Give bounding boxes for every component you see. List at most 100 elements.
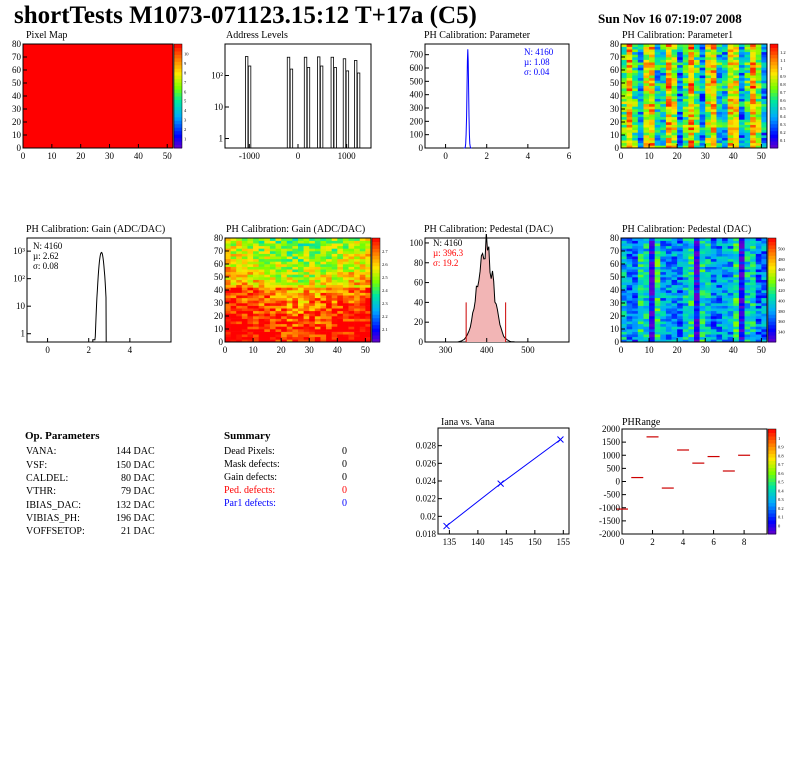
heatmap-cell <box>348 287 355 291</box>
heatmap-cell <box>320 240 327 244</box>
heatmap-cell <box>258 284 265 288</box>
heatmap-cell <box>744 274 751 278</box>
heatmap-cell <box>258 243 265 247</box>
heatmap-cell <box>292 279 299 283</box>
heatmap-cell <box>621 336 627 340</box>
heatmap-cell <box>660 51 667 55</box>
heatmap-cell <box>643 44 650 47</box>
heatmap-cell <box>654 336 661 340</box>
heatmap-cell <box>314 274 321 278</box>
heatmap-cell <box>626 331 633 335</box>
heatmap-cell <box>722 331 728 335</box>
heatmap-cell <box>225 287 231 291</box>
heatmap-cell <box>654 295 661 299</box>
heatmap-cell <box>705 310 712 314</box>
heatmap-cell <box>365 287 372 291</box>
heatmap-cell <box>621 98 627 102</box>
heatmap-cell <box>677 51 684 55</box>
heatmap-cell <box>230 334 237 338</box>
x-tick-label: -1000 <box>239 151 260 161</box>
heatmap-cell <box>660 98 667 102</box>
heatmap-cell <box>314 326 321 330</box>
heatmap-cell <box>637 109 644 112</box>
heatmap-cell <box>660 264 667 267</box>
heatmap-cell <box>665 96 672 99</box>
heatmap-cell <box>705 140 712 144</box>
heatmap-cell <box>738 140 745 144</box>
heatmap-cell <box>733 124 740 128</box>
heatmap-cell <box>727 245 734 249</box>
heatmap-cell <box>292 326 299 330</box>
heatmap-cell <box>281 251 288 254</box>
heatmap-cell <box>727 77 734 81</box>
heatmap-cell <box>738 64 745 68</box>
heatmap-cell <box>682 331 689 335</box>
stats-line: σ: 19.2 <box>433 258 458 268</box>
heatmap-cell <box>303 305 310 309</box>
heatmap-cell <box>694 266 700 270</box>
heatmap-cell <box>738 256 745 260</box>
color-scale-label: 1 <box>778 436 780 441</box>
heatmap-cell <box>761 90 768 94</box>
heatmap-cell <box>359 248 366 252</box>
heatmap-cell <box>761 290 768 293</box>
heatmap-cell <box>225 274 231 278</box>
heatmap-cell <box>738 305 745 309</box>
heatmap-cell <box>738 103 745 107</box>
heatmap-cell <box>688 116 695 120</box>
heatmap-cell <box>722 292 728 296</box>
heatmap-cell <box>682 245 689 249</box>
heatmap-cell <box>738 80 745 84</box>
heatmap-cell <box>716 248 723 252</box>
heatmap-cell <box>688 140 695 144</box>
heatmap-cell <box>750 96 757 99</box>
heatmap-cell <box>738 292 745 296</box>
heatmap-cell <box>331 245 338 249</box>
heatmap-cell <box>682 145 689 149</box>
heatmap-cell <box>733 271 740 275</box>
heatmap-cell <box>337 274 344 278</box>
heatmap-cell <box>705 124 712 128</box>
heatmap-cell <box>626 287 633 291</box>
heatmap-cell <box>755 49 762 53</box>
heatmap-cell <box>761 67 768 71</box>
heatmap-cell <box>665 98 672 102</box>
heatmap-cell <box>761 305 768 309</box>
heatmap-cell <box>247 282 254 286</box>
heatmap-cell <box>253 279 259 283</box>
heatmap-cell <box>359 308 366 312</box>
heatmap-cell <box>643 124 650 128</box>
heatmap-cell <box>309 305 316 309</box>
heatmap-cell <box>269 282 276 286</box>
heatmap-cell <box>253 300 259 304</box>
heatmap-cell <box>621 339 627 343</box>
heatmap-cell <box>286 316 293 319</box>
heatmap-cell <box>738 62 745 66</box>
heatmap-cell <box>705 75 712 79</box>
heatmap-cell <box>359 274 366 278</box>
heatmap-cell <box>733 137 740 141</box>
heatmap-cell <box>632 77 639 81</box>
heatmap-cell <box>761 248 768 252</box>
heatmap-cell <box>705 323 712 327</box>
heatmap-cell <box>699 238 706 241</box>
color-scale-band <box>768 467 776 472</box>
x-tick-label: 20 <box>673 345 683 355</box>
heatmap-cell <box>727 323 734 327</box>
heatmap-cell <box>621 310 627 314</box>
heatmap-cell <box>710 59 717 63</box>
heatmap-cell <box>694 96 700 99</box>
heatmap-cell <box>643 80 650 84</box>
op-param-name: VIBIAS_PH: <box>26 513 80 524</box>
heatmap-cell <box>649 310 655 314</box>
heatmap-cell <box>688 51 695 55</box>
heatmap-cell <box>309 339 316 343</box>
heatmap-cell <box>677 90 684 94</box>
heatmap-cell <box>710 243 717 247</box>
heatmap-cell <box>671 282 678 286</box>
color-scale-band <box>174 71 182 76</box>
heatmap-cell <box>637 240 644 244</box>
heatmap-cell <box>699 54 706 58</box>
heatmap-cell <box>281 245 288 249</box>
heatmap-cell <box>225 277 231 280</box>
